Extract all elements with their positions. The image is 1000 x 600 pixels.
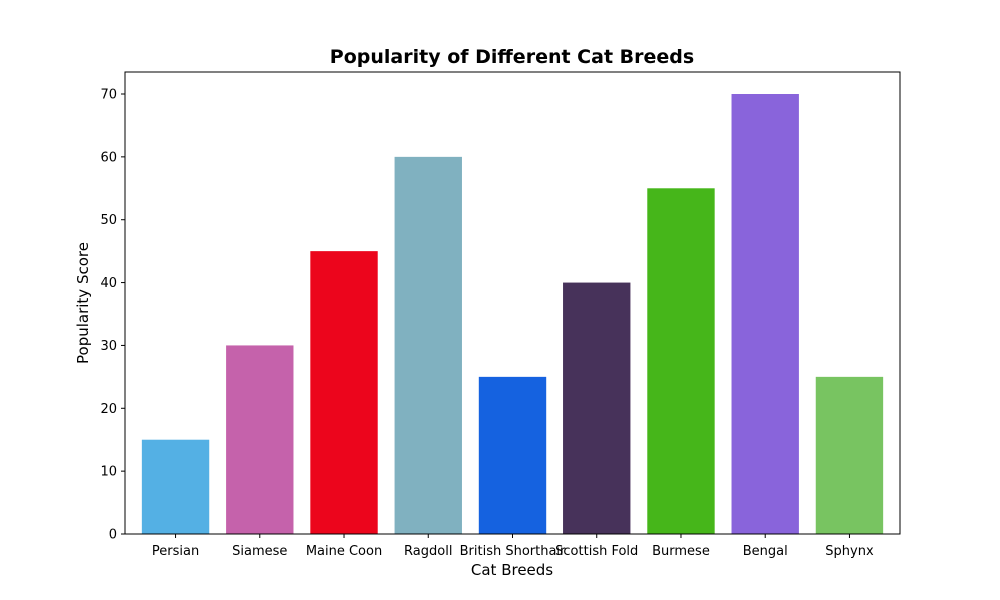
x-tick-label: Burmese bbox=[652, 544, 710, 559]
x-tick-label: Maine Coon bbox=[306, 544, 382, 559]
x-tick-label: Scottish Fold bbox=[555, 544, 638, 559]
chart-title: Popularity of Different Cat Breeds bbox=[330, 46, 694, 68]
bar-bengal bbox=[731, 94, 799, 534]
bar-persian bbox=[141, 439, 210, 534]
plot-frame bbox=[124, 71, 901, 535]
bar-british-shorthair bbox=[478, 376, 547, 534]
y-axis-label: Popularity Score bbox=[74, 242, 92, 364]
y-tick-label: 70 bbox=[100, 88, 117, 103]
x-tick-label: Ragdoll bbox=[404, 544, 452, 559]
x-tick-label: British Shorthair bbox=[460, 544, 566, 559]
y-tick-label: 0 bbox=[109, 528, 117, 543]
y-tick-label: 20 bbox=[100, 402, 117, 417]
x-tick-label: Persian bbox=[152, 544, 199, 559]
bar-scottish-fold bbox=[563, 282, 631, 534]
bar-sphynx bbox=[815, 376, 884, 534]
x-axis-label: Cat Breeds bbox=[471, 561, 553, 579]
bar-burmese bbox=[647, 188, 715, 535]
bar-ragdoll bbox=[394, 156, 462, 535]
bar-siamese bbox=[226, 345, 294, 534]
y-tick-label: 40 bbox=[100, 276, 117, 291]
x-tick-label: Bengal bbox=[743, 544, 788, 559]
x-tick-label: Siamese bbox=[232, 544, 287, 559]
y-tick-label: 10 bbox=[100, 465, 117, 480]
y-tick-label: 50 bbox=[100, 213, 117, 228]
x-tick-label: Sphynx bbox=[825, 544, 874, 559]
y-tick-label: 30 bbox=[100, 339, 117, 354]
y-axis: 0 10 20 30 40 50 60 70 bbox=[100, 88, 125, 543]
bars-layer bbox=[141, 94, 884, 535]
y-tick-label: 60 bbox=[100, 150, 117, 165]
x-axis: Persian Siamese Maine Coon Ragdoll British S… bbox=[152, 534, 874, 559]
bar-maine-coon bbox=[310, 251, 378, 534]
